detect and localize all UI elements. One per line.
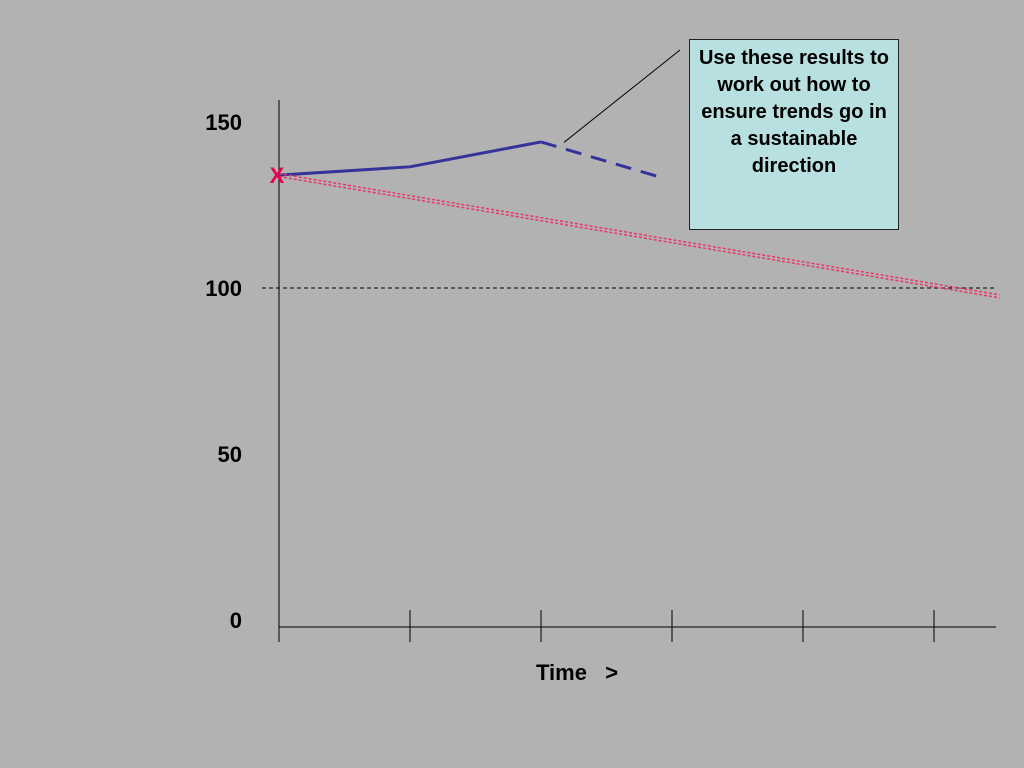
projection-line-series [540,140,660,179]
actual-line-series [278,140,542,177]
y-tick-label: 0 [230,608,242,633]
trend-line-series [278,175,1000,299]
annotation-callout-box: Use these results to work out how to ens… [689,39,899,230]
annotation-leader-line [563,49,681,143]
annotation-text: Use these results to work out how to ens… [698,47,890,177]
series-group [278,140,1000,299]
labels-group: 0 50 100 150 Time > X [205,49,681,685]
y-tick-label: 150 [205,110,242,135]
y-tick-label: 50 [218,442,242,467]
y-tick-label: 100 [205,276,242,301]
x-axis-label: Time > [536,660,618,685]
axes [278,100,996,642]
trend-line-series [278,172,1000,296]
start-marker-x: X [270,163,285,188]
